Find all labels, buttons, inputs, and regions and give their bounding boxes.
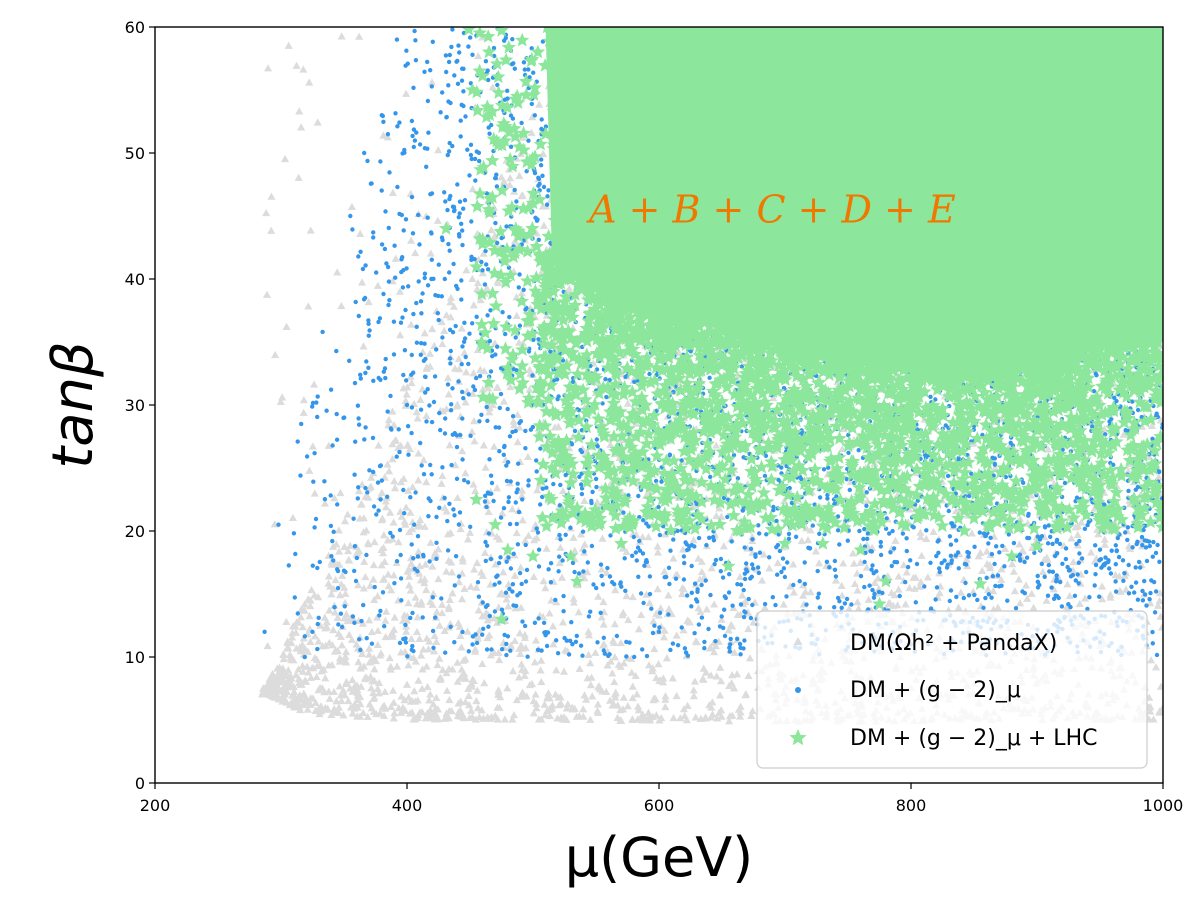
y-tick-label: 10	[125, 648, 145, 667]
y-tick-label: 40	[125, 270, 145, 289]
legend-label-1: DM + (g − 2)_μ	[850, 678, 1021, 703]
x-axis-label: μ(GeV)	[565, 826, 754, 889]
x-axis-ticks: 200 400 600 800 1000	[140, 783, 1184, 815]
legend-marker-dot	[795, 687, 801, 693]
region-annotation: A + B + C + D + E	[586, 188, 956, 232]
legend-label-0: DM(Ωh² + PandaX)	[850, 631, 1057, 656]
legend: DM(Ωh² + PandaX) DM + (g − 2)_μ DM + (g …	[757, 611, 1147, 768]
y-tick-label: 60	[125, 18, 145, 37]
x-tick-label: 1000	[1143, 796, 1184, 815]
x-tick-label: 600	[644, 796, 675, 815]
y-tick-label: 20	[125, 522, 145, 541]
legend-label-2: DM + (g − 2)_μ + LHC	[850, 726, 1097, 751]
y-axis-ticks: 0 10 20 30 40 50 60	[125, 18, 155, 793]
y-tick-label: 30	[125, 396, 145, 415]
y-axis-label: tanβ	[41, 341, 106, 469]
y-tick-label: 0	[135, 774, 145, 793]
x-tick-label: 200	[140, 796, 171, 815]
y-tick-label: 50	[125, 144, 145, 163]
x-tick-label: 400	[392, 796, 423, 815]
x-tick-label: 800	[896, 796, 927, 815]
